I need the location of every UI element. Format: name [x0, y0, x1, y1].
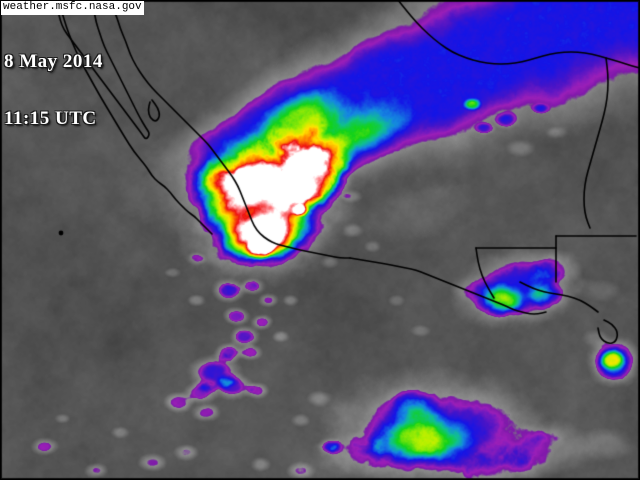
time-label: 11:15 UTC [4, 108, 97, 129]
source-url-watermark: weather.msfc.nasa.gov [0, 0, 144, 15]
datetime-stamp: 8 May 2014 11:15 UTC [4, 14, 103, 166]
date-label: 8 May 2014 [4, 51, 103, 72]
